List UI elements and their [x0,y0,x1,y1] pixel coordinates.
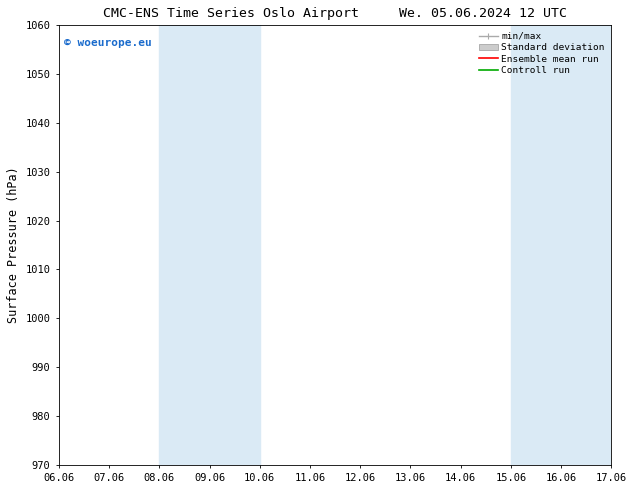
Text: © woeurope.eu: © woeurope.eu [65,38,152,49]
Bar [159,25,260,465]
Legend: min/max, Standard deviation, Ensemble mean run, Controll run: min/max, Standard deviation, Ensemble me… [477,30,607,77]
Bar [511,25,611,465]
Y-axis label: Surface Pressure (hPa): Surface Pressure (hPa) [7,167,20,323]
Title: CMC-ENS Time Series Oslo Airport     We. 05.06.2024 12 UTC: CMC-ENS Time Series Oslo Airport We. 05.… [103,7,567,20]
